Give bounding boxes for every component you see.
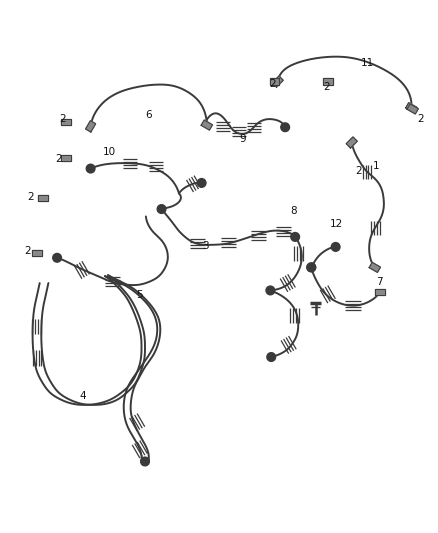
Text: 2: 2 (56, 154, 62, 164)
Text: 2: 2 (59, 115, 66, 124)
Text: 3: 3 (202, 240, 208, 251)
Polygon shape (85, 120, 95, 132)
Polygon shape (61, 119, 71, 125)
Circle shape (197, 179, 206, 187)
Polygon shape (38, 195, 47, 201)
Polygon shape (346, 137, 357, 148)
Text: 5: 5 (137, 290, 143, 300)
Text: 2: 2 (28, 192, 34, 202)
Circle shape (157, 205, 166, 213)
Text: 2: 2 (269, 79, 276, 88)
Circle shape (141, 457, 149, 466)
Text: 8: 8 (290, 206, 297, 216)
Polygon shape (369, 262, 381, 272)
Polygon shape (406, 103, 417, 112)
Text: 4: 4 (80, 391, 87, 401)
Circle shape (307, 263, 316, 272)
Text: 2: 2 (417, 115, 424, 124)
Text: 2: 2 (24, 246, 31, 256)
Text: 1: 1 (373, 161, 380, 172)
Circle shape (53, 254, 61, 262)
Circle shape (307, 263, 316, 272)
Circle shape (331, 243, 340, 251)
Text: 9: 9 (240, 134, 246, 144)
Circle shape (291, 232, 300, 241)
Polygon shape (407, 104, 418, 114)
Polygon shape (323, 78, 332, 85)
Polygon shape (32, 249, 42, 256)
Circle shape (266, 286, 275, 295)
Circle shape (86, 164, 95, 173)
Circle shape (281, 123, 290, 132)
Text: 6: 6 (145, 110, 152, 120)
Text: 10: 10 (103, 148, 116, 157)
Text: 2: 2 (324, 82, 330, 92)
Polygon shape (272, 76, 283, 87)
Text: 7: 7 (376, 277, 382, 287)
Text: 2: 2 (355, 166, 362, 176)
Text: 12: 12 (330, 219, 343, 229)
Polygon shape (375, 289, 385, 295)
Polygon shape (201, 120, 212, 130)
Circle shape (267, 353, 276, 361)
Text: 11: 11 (360, 58, 374, 68)
Polygon shape (270, 78, 279, 85)
Polygon shape (61, 155, 71, 161)
